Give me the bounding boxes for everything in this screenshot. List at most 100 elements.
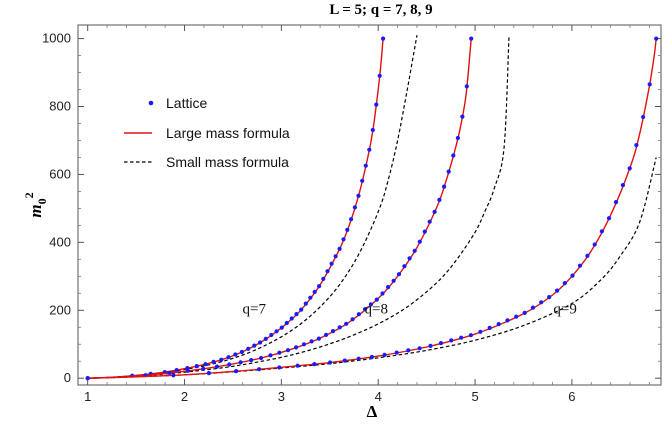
- lattice-point-q9: [505, 318, 510, 323]
- lattice-point-q7: [246, 346, 251, 351]
- lattice-point-q8: [309, 339, 314, 344]
- lattice-point-q9: [641, 114, 646, 120]
- lattice-point-q8: [316, 336, 321, 341]
- x-tick-label: 5: [471, 389, 478, 404]
- curve-label: q=9: [553, 302, 576, 318]
- x-axis-label: Δ: [367, 402, 378, 421]
- lattice-point-q7: [370, 127, 375, 133]
- lattice-point-q8: [386, 285, 391, 290]
- lattice-point-q7: [367, 147, 372, 152]
- lattice-point-q9: [312, 362, 317, 367]
- lattice-point-q7: [211, 359, 216, 364]
- lattice-point-q8: [432, 209, 437, 214]
- lattice-point-q7: [233, 352, 238, 357]
- x-tick-label: 6: [568, 389, 575, 404]
- svg-text:m02: m02: [22, 192, 49, 217]
- lattice-point-q8: [396, 272, 402, 277]
- lattice-point-q9: [428, 343, 433, 348]
- lattice-point-q8: [437, 197, 442, 202]
- x-tick-label: 2: [181, 389, 188, 404]
- lattice-point-q7: [360, 178, 365, 183]
- lattice-point-q9: [171, 373, 176, 378]
- lattice-point-q8: [407, 256, 412, 261]
- lattice-point-q9: [627, 166, 632, 171]
- lattice-point-q7: [252, 343, 257, 348]
- lattice-point-q7: [341, 237, 346, 242]
- lattice-point-q8: [469, 36, 474, 41]
- lattice-point-q7: [263, 336, 268, 341]
- lattice-point-q8: [374, 297, 379, 302]
- lattice-point-q9: [468, 333, 473, 338]
- lattice-point-q7: [279, 325, 284, 330]
- lattice-point-q7: [349, 217, 354, 222]
- lattice-point-q9: [570, 273, 575, 278]
- y-axis-label-sub: 0: [35, 198, 49, 204]
- lattice-point-q9: [539, 300, 544, 305]
- lattice-point-q9: [647, 82, 652, 87]
- lattice-point-q8: [324, 332, 329, 337]
- y-tick-label: 600: [49, 166, 71, 181]
- lattice-point-q9: [206, 371, 211, 376]
- legend: Lattice Large mass formula Small mass fo…: [124, 95, 290, 170]
- lattice-point-q8: [337, 325, 342, 330]
- lattice-point-q7: [294, 312, 299, 317]
- lattice-point-q9: [406, 348, 411, 353]
- small-mass-curve-q9: [87, 157, 657, 379]
- lattice-point-q7: [312, 289, 317, 294]
- lattice-point-q9: [562, 281, 567, 286]
- lattice-point-q7: [194, 364, 199, 369]
- y-tick-label: 1000: [42, 31, 71, 46]
- lattice-point-q8: [277, 350, 282, 355]
- lattice-point-q9: [634, 143, 639, 148]
- annotations: q=7 q=8 q=9: [243, 302, 577, 318]
- lattice-point-q8: [227, 362, 232, 367]
- lattice-point-q7: [377, 73, 382, 78]
- curve-label: q=7: [243, 302, 267, 318]
- lattice-point-q9: [606, 216, 612, 221]
- lattice-point-q7: [274, 329, 279, 334]
- lattice-point-q8: [238, 360, 243, 365]
- lattice-point-q8: [442, 184, 447, 189]
- lattice-point-q9: [592, 242, 597, 247]
- lattice-point-q9: [234, 369, 239, 374]
- lattice-point-q8: [460, 114, 465, 119]
- lattice-point-q7: [317, 284, 322, 289]
- lattice-point-q8: [185, 368, 190, 373]
- lattice-point-q7: [374, 102, 379, 107]
- chart-title: L = 5; q = 7, 8, 9: [329, 2, 432, 18]
- lattice-point-q9: [277, 365, 282, 370]
- lattice-point-q7: [239, 349, 244, 355]
- lattice-point-q8: [214, 364, 220, 369]
- lattice-point-q7: [325, 269, 330, 274]
- lattice-point-q9: [417, 346, 422, 351]
- legend-large-mass-label: Large mass formula: [166, 125, 290, 141]
- lattice-point-q7: [363, 163, 368, 168]
- lattice-point-q8: [285, 348, 291, 353]
- lattice-point-q7: [203, 362, 208, 367]
- y-tick-label: 200: [49, 302, 71, 317]
- lattice-point-q9: [514, 314, 519, 319]
- lattice-point-q8: [294, 345, 299, 350]
- y-tick-label: 0: [64, 370, 71, 385]
- lattice-point-q8: [451, 153, 456, 158]
- y-tick-label: 800: [49, 99, 71, 114]
- small-mass-curve-q7: [87, 35, 418, 379]
- lattice-point-q8: [455, 135, 460, 141]
- y-axis-label-main: m: [26, 204, 45, 217]
- lattice-point-q9: [382, 352, 387, 357]
- lattice-point-q9: [295, 363, 300, 368]
- lattice-point-q9: [613, 200, 619, 205]
- lattice-point-q7: [308, 295, 313, 300]
- lattice-point-q7: [269, 332, 274, 338]
- lattice-point-q9: [555, 288, 560, 293]
- lattice-point-q7: [226, 355, 231, 360]
- lattice-point-q8: [301, 342, 307, 347]
- lattice-point-q8: [427, 219, 432, 224]
- lattice-point-q9: [85, 376, 90, 381]
- lattice-point-q9: [459, 335, 464, 340]
- series-layer: [85, 35, 659, 381]
- lattice-point-q9: [449, 338, 454, 343]
- lattice-point-q7: [345, 227, 350, 232]
- lattice-point-q8: [350, 317, 355, 322]
